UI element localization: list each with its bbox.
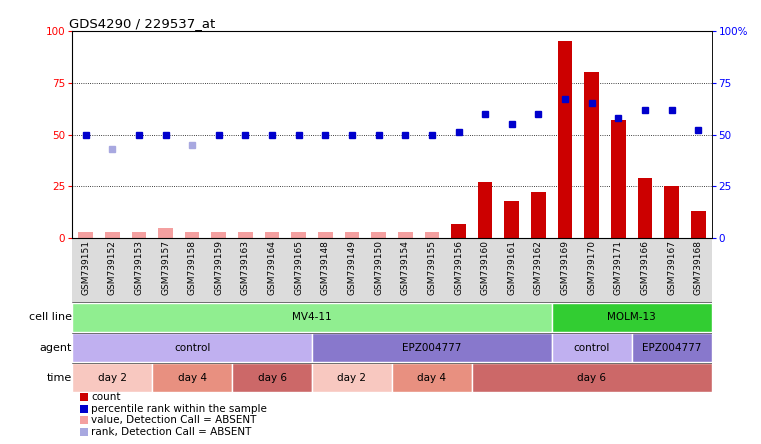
Text: GSM739153: GSM739153 bbox=[135, 240, 143, 295]
Text: GSM739154: GSM739154 bbox=[401, 240, 409, 295]
Bar bbox=[392, 363, 472, 392]
Bar bbox=[505, 201, 519, 238]
Bar bbox=[552, 303, 712, 332]
Text: GSM739152: GSM739152 bbox=[108, 240, 116, 295]
Bar bbox=[691, 211, 705, 238]
Bar bbox=[318, 232, 333, 238]
Text: GSM739171: GSM739171 bbox=[614, 240, 622, 295]
Text: GSM739151: GSM739151 bbox=[81, 240, 90, 295]
Bar bbox=[78, 232, 93, 238]
Bar bbox=[552, 333, 632, 362]
Text: cell line: cell line bbox=[29, 313, 72, 322]
Bar bbox=[291, 232, 306, 238]
Text: GSM739159: GSM739159 bbox=[215, 240, 223, 295]
Text: EPZ004777: EPZ004777 bbox=[402, 343, 462, 353]
Text: GSM739155: GSM739155 bbox=[428, 240, 436, 295]
Bar bbox=[312, 333, 552, 362]
Text: GSM739170: GSM739170 bbox=[587, 240, 596, 295]
Text: GSM739163: GSM739163 bbox=[241, 240, 250, 295]
Text: day 2: day 2 bbox=[337, 373, 367, 383]
Bar bbox=[312, 363, 392, 392]
Bar bbox=[132, 232, 146, 238]
Bar bbox=[638, 178, 652, 238]
Bar bbox=[185, 232, 199, 238]
Text: rank, Detection Call = ABSENT: rank, Detection Call = ABSENT bbox=[91, 427, 252, 437]
Bar bbox=[584, 72, 599, 238]
Text: count: count bbox=[91, 392, 121, 402]
Text: day 6: day 6 bbox=[257, 373, 287, 383]
Bar bbox=[105, 232, 119, 238]
Bar bbox=[72, 363, 152, 392]
Text: GDS4290 / 229537_at: GDS4290 / 229537_at bbox=[69, 17, 215, 30]
Text: day 6: day 6 bbox=[577, 373, 607, 383]
Text: GSM739156: GSM739156 bbox=[454, 240, 463, 295]
Bar bbox=[238, 232, 253, 238]
Bar bbox=[232, 363, 312, 392]
Bar bbox=[632, 333, 712, 362]
Bar bbox=[345, 232, 359, 238]
Text: control: control bbox=[174, 343, 210, 353]
Text: time: time bbox=[46, 373, 72, 383]
Text: GSM739165: GSM739165 bbox=[295, 240, 303, 295]
Bar bbox=[265, 232, 279, 238]
Bar bbox=[531, 192, 546, 238]
Bar bbox=[212, 232, 226, 238]
Text: percentile rank within the sample: percentile rank within the sample bbox=[91, 404, 267, 414]
Text: GSM739166: GSM739166 bbox=[641, 240, 649, 295]
Text: control: control bbox=[574, 343, 610, 353]
Text: MOLM-13: MOLM-13 bbox=[607, 313, 656, 322]
Text: day 2: day 2 bbox=[97, 373, 127, 383]
Bar bbox=[158, 228, 173, 238]
Bar bbox=[152, 363, 232, 392]
Bar bbox=[398, 232, 412, 238]
Bar bbox=[472, 363, 712, 392]
Text: MV4-11: MV4-11 bbox=[292, 313, 332, 322]
Text: GSM739150: GSM739150 bbox=[374, 240, 383, 295]
Text: day 4: day 4 bbox=[177, 373, 207, 383]
Bar bbox=[72, 303, 552, 332]
Text: agent: agent bbox=[40, 343, 72, 353]
Bar bbox=[664, 186, 679, 238]
Text: GSM739148: GSM739148 bbox=[321, 240, 330, 295]
Text: GSM739158: GSM739158 bbox=[188, 240, 196, 295]
Text: GSM739149: GSM739149 bbox=[348, 240, 356, 295]
Text: GSM739164: GSM739164 bbox=[268, 240, 276, 295]
Bar bbox=[478, 182, 492, 238]
Text: GSM739167: GSM739167 bbox=[667, 240, 676, 295]
Text: GSM739168: GSM739168 bbox=[694, 240, 702, 295]
Bar bbox=[371, 232, 386, 238]
Text: GSM739157: GSM739157 bbox=[161, 240, 170, 295]
Text: day 4: day 4 bbox=[417, 373, 447, 383]
Bar bbox=[611, 120, 626, 238]
Bar bbox=[72, 333, 312, 362]
Text: GSM739161: GSM739161 bbox=[508, 240, 516, 295]
Text: GSM739162: GSM739162 bbox=[534, 240, 543, 295]
Text: GSM739160: GSM739160 bbox=[481, 240, 489, 295]
Text: GSM739169: GSM739169 bbox=[561, 240, 569, 295]
Text: value, Detection Call = ABSENT: value, Detection Call = ABSENT bbox=[91, 416, 256, 425]
Text: EPZ004777: EPZ004777 bbox=[642, 343, 702, 353]
Bar bbox=[558, 41, 572, 238]
Bar bbox=[425, 232, 439, 238]
Bar bbox=[451, 223, 466, 238]
